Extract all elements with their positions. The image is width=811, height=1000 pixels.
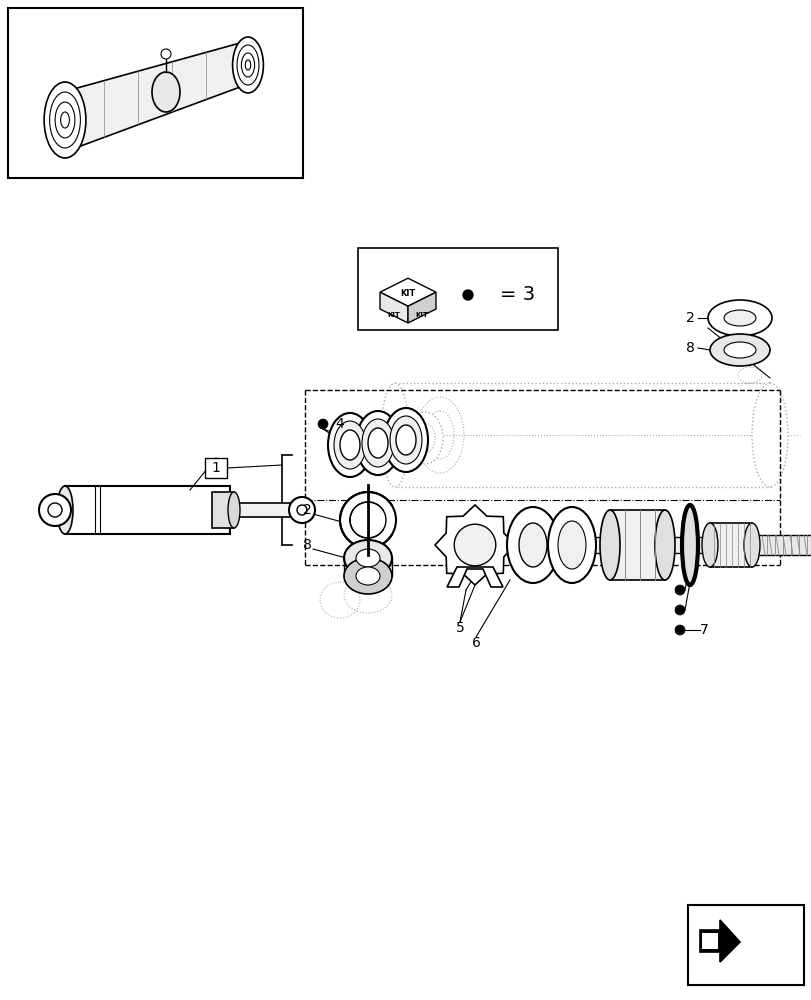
Ellipse shape <box>245 60 251 70</box>
Ellipse shape <box>737 367 761 383</box>
Bar <box>204 458 227 478</box>
Ellipse shape <box>483 537 496 553</box>
Polygon shape <box>699 920 739 962</box>
Bar <box>754 535 811 555</box>
Circle shape <box>674 625 684 635</box>
Polygon shape <box>407 292 436 323</box>
Circle shape <box>318 419 328 429</box>
Text: 5: 5 <box>455 621 464 635</box>
Text: 7: 7 <box>699 623 708 637</box>
Ellipse shape <box>723 342 755 358</box>
Circle shape <box>453 524 496 566</box>
Ellipse shape <box>506 507 558 583</box>
Circle shape <box>39 494 71 526</box>
Ellipse shape <box>232 37 263 93</box>
Ellipse shape <box>599 510 620 580</box>
Bar <box>234 503 290 517</box>
Ellipse shape <box>751 383 787 487</box>
Ellipse shape <box>333 421 366 469</box>
Ellipse shape <box>748 537 760 553</box>
Text: 2: 2 <box>685 311 694 325</box>
Circle shape <box>48 503 62 517</box>
Text: KIT: KIT <box>415 312 428 318</box>
Text: KIT: KIT <box>387 312 400 318</box>
Ellipse shape <box>406 412 443 464</box>
Text: = 3: = 3 <box>500 286 534 304</box>
Ellipse shape <box>681 505 697 585</box>
Ellipse shape <box>340 430 359 460</box>
Text: 6: 6 <box>471 636 480 650</box>
Polygon shape <box>380 278 436 306</box>
Bar <box>609 510 664 580</box>
Ellipse shape <box>344 540 392 576</box>
Ellipse shape <box>241 53 255 77</box>
Ellipse shape <box>380 383 409 487</box>
Circle shape <box>462 290 473 300</box>
Ellipse shape <box>328 413 371 477</box>
Ellipse shape <box>237 45 259 85</box>
Bar <box>687 905 803 985</box>
Ellipse shape <box>161 49 171 59</box>
Ellipse shape <box>396 425 415 455</box>
Ellipse shape <box>389 416 422 464</box>
Ellipse shape <box>340 492 396 548</box>
Polygon shape <box>380 292 407 323</box>
Circle shape <box>297 505 307 515</box>
Ellipse shape <box>44 82 86 158</box>
Circle shape <box>674 585 684 595</box>
Polygon shape <box>446 567 502 587</box>
Text: 4: 4 <box>335 417 343 431</box>
Bar <box>709 523 751 567</box>
Ellipse shape <box>57 486 73 534</box>
Text: 8: 8 <box>303 538 311 552</box>
Bar <box>394 383 769 487</box>
Ellipse shape <box>61 112 69 128</box>
Bar <box>65 486 230 534</box>
Text: 1: 1 <box>212 461 220 475</box>
Ellipse shape <box>344 558 392 594</box>
Ellipse shape <box>743 523 759 567</box>
Polygon shape <box>435 505 514 585</box>
Ellipse shape <box>367 428 388 458</box>
Ellipse shape <box>384 408 427 472</box>
Ellipse shape <box>518 523 547 567</box>
Bar <box>358 248 557 330</box>
Ellipse shape <box>355 411 400 475</box>
Ellipse shape <box>362 419 393 467</box>
Text: KIT: KIT <box>400 289 415 298</box>
Ellipse shape <box>707 300 771 336</box>
Bar <box>8 8 303 178</box>
Ellipse shape <box>654 510 674 580</box>
Bar <box>489 537 754 553</box>
Ellipse shape <box>547 507 595 583</box>
Text: 8: 8 <box>685 341 694 355</box>
Ellipse shape <box>557 521 586 569</box>
Ellipse shape <box>228 492 240 528</box>
Ellipse shape <box>355 549 380 567</box>
Polygon shape <box>702 933 717 949</box>
Ellipse shape <box>350 502 385 538</box>
Bar <box>212 492 234 528</box>
Ellipse shape <box>355 567 380 585</box>
Circle shape <box>289 497 315 523</box>
Text: 2: 2 <box>303 503 311 517</box>
Ellipse shape <box>709 334 769 366</box>
Ellipse shape <box>49 92 80 148</box>
Ellipse shape <box>702 523 717 567</box>
Ellipse shape <box>55 102 75 138</box>
Circle shape <box>674 605 684 615</box>
Polygon shape <box>70 43 240 150</box>
Ellipse shape <box>152 72 180 112</box>
Ellipse shape <box>723 310 755 326</box>
